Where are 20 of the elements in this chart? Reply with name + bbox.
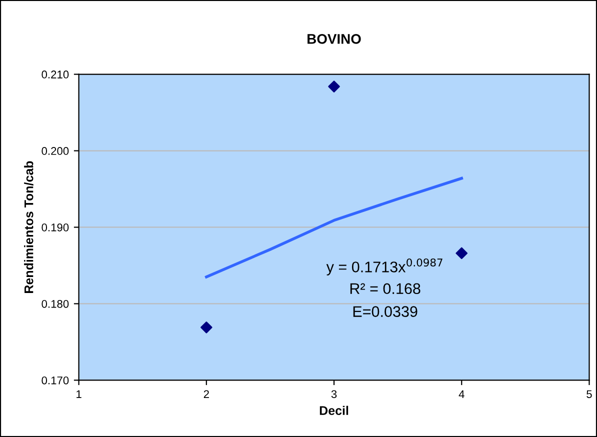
x-tick-label: 4 bbox=[458, 390, 464, 398]
chart-title: BOVINO bbox=[308, 34, 361, 44]
x-tick-label: 1 bbox=[76, 390, 82, 398]
y-tick-label: 0.180 bbox=[42, 300, 69, 308]
annotation: E=0.0339 bbox=[353, 306, 418, 317]
point bbox=[200, 322, 212, 334]
annotation: R² = 0.168 bbox=[350, 283, 420, 294]
line-series bbox=[205, 176, 464, 278]
y-tick-label: 0.170 bbox=[42, 376, 69, 384]
x-tick-label: 2 bbox=[204, 390, 209, 398]
y-tick-label: 0.210 bbox=[42, 70, 69, 78]
point bbox=[456, 247, 468, 260]
annotation: y = 0.1713x$^{0.0987}$ bbox=[326, 258, 442, 276]
x-axis-title: Decil bbox=[320, 406, 348, 416]
y-axis-title: Rendimientos Ton/cab bbox=[24, 161, 34, 293]
x-tick-label: 3 bbox=[331, 390, 337, 398]
y-tick-label: 0.200 bbox=[42, 147, 69, 155]
point bbox=[328, 80, 340, 92]
x-tick-label: 5 bbox=[586, 390, 592, 398]
y-tick-label: 0.190 bbox=[42, 224, 69, 232]
